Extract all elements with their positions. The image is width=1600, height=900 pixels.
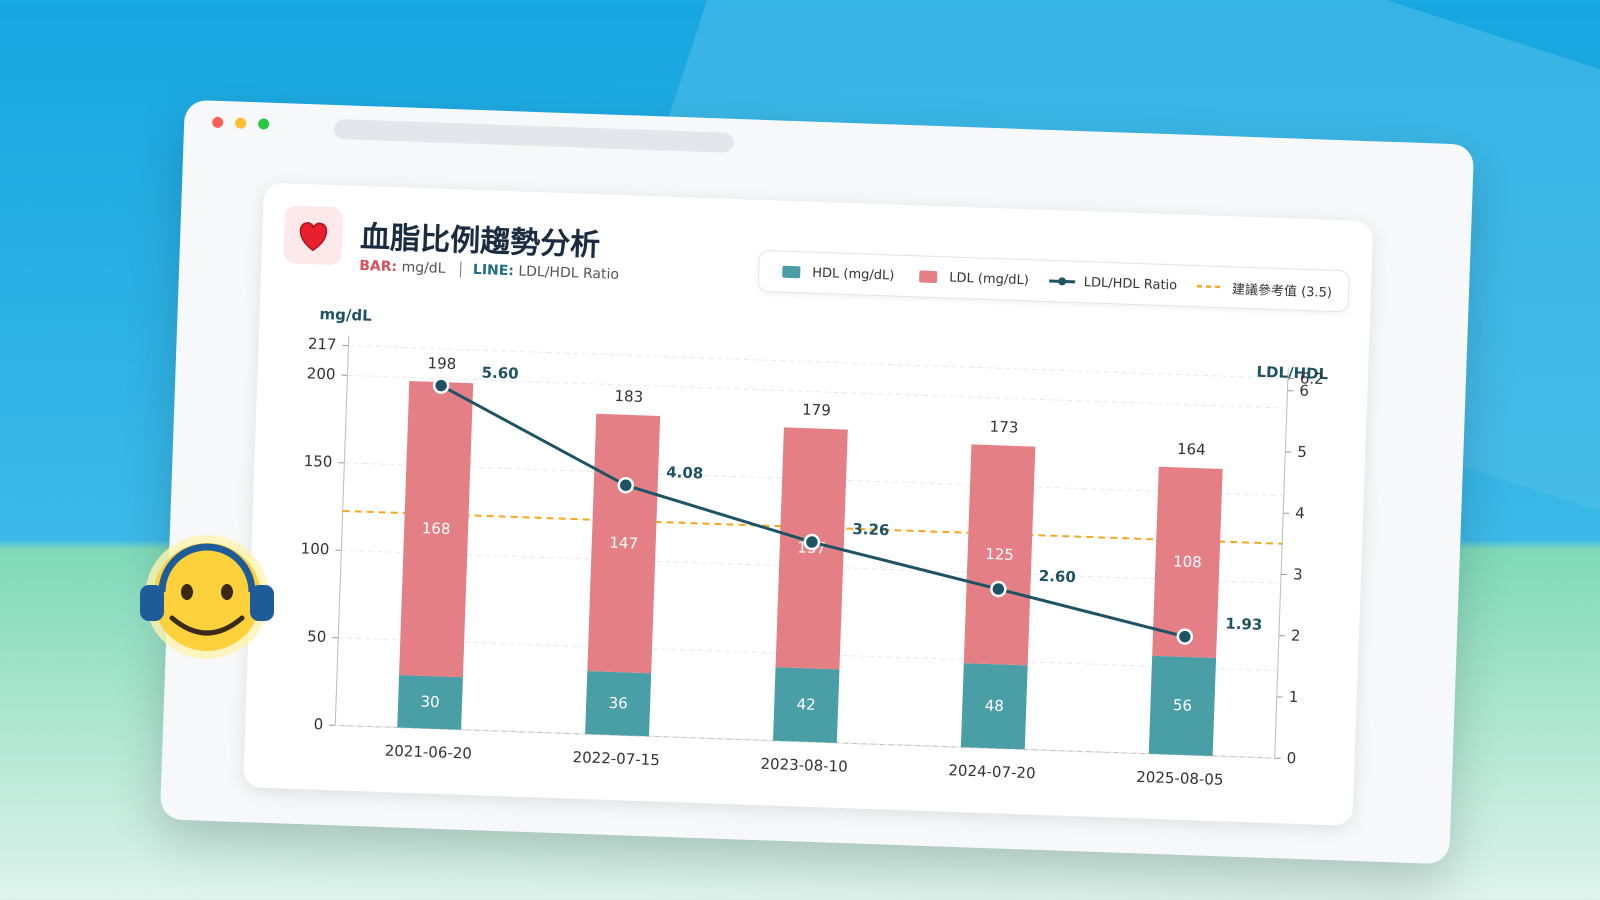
ratio-label: 4.08 [666, 463, 704, 482]
browser-window: 血脂比例趨勢分析 BAR: mg/dL LINE: LDL/HDL Ratio … [159, 99, 1475, 865]
y-tick-label: 217 [308, 335, 337, 354]
y2-tick-label: 6 [1299, 382, 1309, 400]
y2-tick-label: 3 [1293, 565, 1303, 583]
heart-svg [299, 222, 328, 252]
swatch-dot [1057, 277, 1066, 286]
ratio-label: 1.93 [1225, 615, 1263, 634]
y-tick-label: 50 [307, 627, 327, 646]
ratio-label: 3.26 [852, 520, 890, 539]
bar-label: BAR: [358, 257, 398, 276]
bar-unit: mg/dL [401, 259, 446, 277]
segment-label: 42 [796, 695, 816, 714]
legend-item[interactable]: HDL (mg/dL) [775, 264, 895, 283]
ratio-point [803, 533, 821, 551]
segment-label: 48 [984, 696, 1004, 715]
segment-label: 108 [1173, 552, 1202, 571]
close-dot[interactable] [211, 116, 224, 129]
legend-swatch [919, 270, 938, 284]
x-tick-label: 2023-08-10 [760, 755, 848, 776]
legend-label: LDL/HDL Ratio [1083, 274, 1178, 293]
bar-segment [960, 663, 1028, 750]
y-axis-label: mg/dL [319, 305, 372, 325]
segment-label: 56 [1173, 696, 1193, 715]
x-tick-label: 2024-07-20 [948, 761, 1036, 782]
bar-segment [399, 380, 474, 678]
segment-label: 36 [608, 694, 628, 713]
chart: mg/dLLDL/HDL05010015020021701234566.2202… [300, 305, 1329, 789]
x-tick-label: 2022-07-15 [572, 748, 660, 769]
grid-line [347, 374, 1287, 409]
legend-swatch [1048, 277, 1075, 286]
minimize-dot[interactable] [234, 117, 247, 129]
y2-tick-label: 6.2 [1300, 369, 1324, 388]
ratio-label: 5.60 [481, 364, 519, 383]
legend-swatch [1197, 284, 1224, 289]
total-label: 183 [614, 387, 643, 406]
legend: HDL (mg/dL) LDL (mg/dL) LDL/HDL Ratio 建議參考值… [757, 249, 1350, 313]
y2-axis-label: LDL/HDL [1256, 363, 1329, 384]
segment-label: 168 [422, 519, 451, 538]
bar-segment [397, 674, 463, 730]
bar-segment [772, 667, 840, 743]
legend-label: LDL (mg/dL) [949, 269, 1030, 288]
y2-axis [1274, 368, 1289, 759]
total-label: 164 [1177, 440, 1206, 459]
y-tick-label: 150 [303, 452, 332, 471]
grid-line [348, 345, 1288, 379]
total-label: 173 [989, 418, 1018, 437]
mascot [140, 535, 274, 659]
x-tick-label: 2021-06-20 [384, 742, 472, 763]
total-label: 179 [802, 400, 831, 419]
bar-segment [587, 413, 661, 674]
y-tick-label: 200 [307, 364, 336, 383]
y2-tick-label: 4 [1295, 504, 1305, 522]
bar-segment [963, 444, 1036, 666]
y2-tick-label: 2 [1291, 627, 1301, 645]
address-bar[interactable] [333, 118, 735, 153]
y2-tick-label: 0 [1286, 749, 1296, 767]
window-controls [211, 116, 270, 130]
heart-icon [283, 205, 344, 266]
legend-item[interactable]: 建議參考值 (3.5) [1195, 277, 1333, 301]
line-label: LINE: [459, 261, 515, 280]
segment-label: 147 [609, 534, 638, 553]
y-tick-label: 100 [300, 539, 329, 558]
legend-swatch [782, 265, 801, 279]
ratio-point [1176, 628, 1194, 645]
bar-segment [1152, 466, 1223, 658]
x-tick-label: 2025-08-05 [1136, 768, 1224, 789]
total-label: 198 [427, 354, 456, 373]
swatch-dash [1197, 284, 1224, 289]
y2-tick-label: 5 [1297, 443, 1307, 461]
bar-segment [585, 671, 652, 737]
ratio-point [990, 580, 1007, 598]
y-axis [334, 335, 350, 726]
legend-label: 建議參考值 (3.5) [1231, 281, 1333, 301]
chart-title: 血脂比例趨勢分析 [359, 219, 601, 264]
line-unit: LDL/HDL Ratio [518, 263, 620, 283]
y-tick-label: 0 [313, 715, 323, 733]
swatch-box [782, 265, 801, 279]
swatch-box [919, 270, 938, 284]
maximize-dot[interactable] [257, 118, 270, 130]
ratio-point [432, 377, 450, 394]
segment-label: 125 [985, 545, 1014, 564]
chart-card: 血脂比例趨勢分析 BAR: mg/dL LINE: LDL/HDL Ratio … [243, 182, 1374, 826]
bar-segment [1148, 655, 1217, 756]
legend-item[interactable]: LDL (mg/dL) [912, 269, 1029, 288]
legend-label: HDL (mg/dL) [811, 265, 895, 284]
legend-item[interactable]: LDL/HDL Ratio [1047, 273, 1178, 293]
ratio-label: 2.60 [1039, 567, 1077, 586]
ratio-point [617, 477, 635, 494]
y2-tick-label: 1 [1288, 688, 1298, 706]
segment-label: 30 [420, 693, 440, 712]
